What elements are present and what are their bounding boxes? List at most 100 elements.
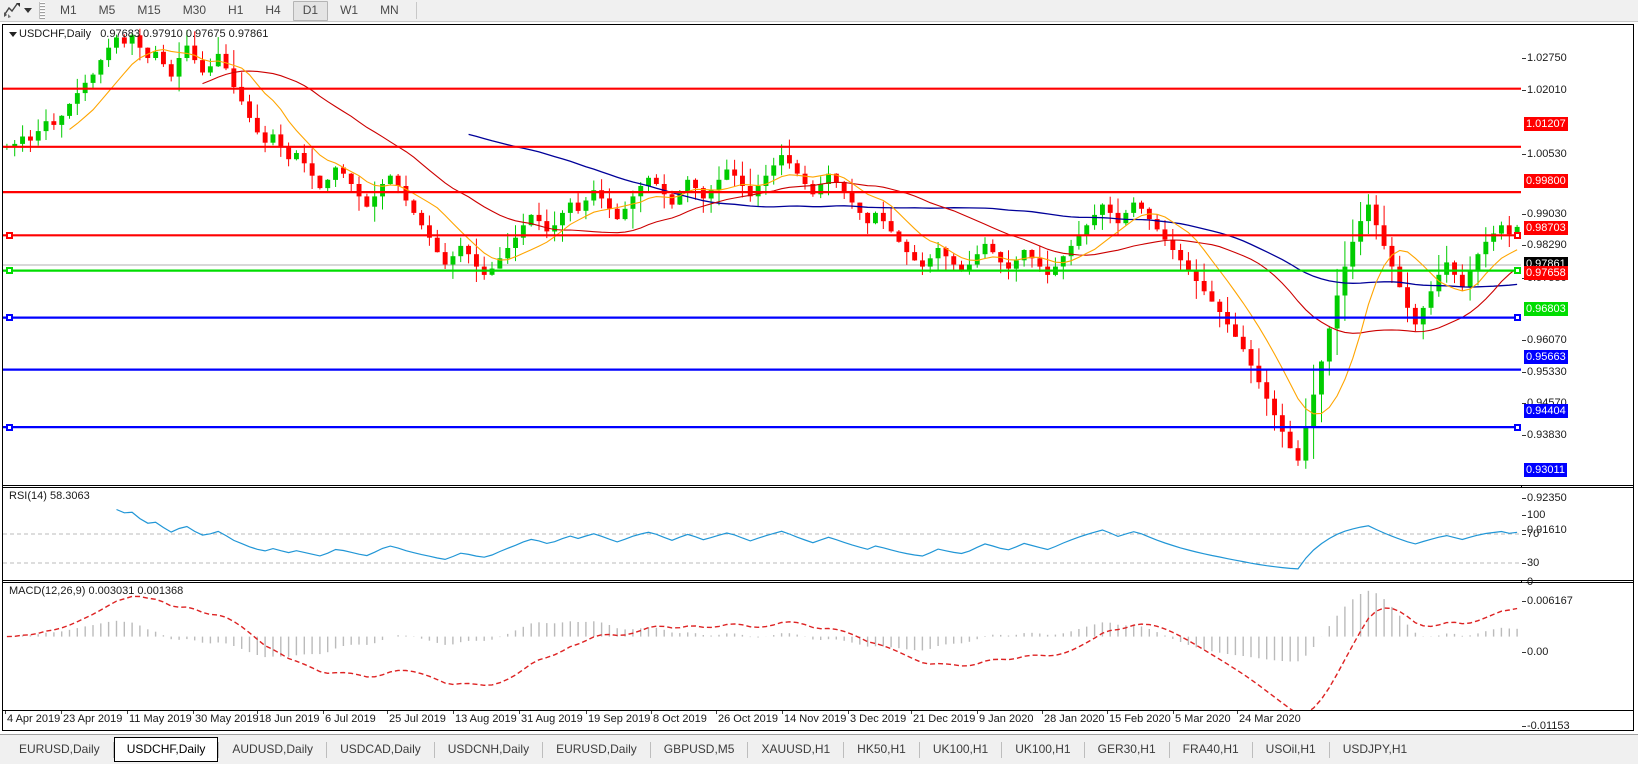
- date-tick-mark: [519, 711, 520, 714]
- timeframe-button-h4[interactable]: H4: [265, 2, 281, 17]
- chart-tab-fra40-h1[interactable]: FRA40,H1: [1182, 742, 1239, 756]
- tab-separator: [542, 741, 544, 758]
- tab-separator: [1083, 741, 1085, 758]
- pane-divider-2b: [3, 582, 1633, 583]
- date-tick-label: 14 Nov 2019: [784, 713, 847, 725]
- date-tick-label: 9 Jan 2020: [979, 713, 1034, 725]
- timeframe-button-mn[interactable]: MN: [380, 2, 399, 17]
- price-candlestick-plot: [3, 28, 1521, 469]
- price-tick-mark: [1522, 403, 1526, 404]
- date-tick-label: 11 May 2019: [129, 713, 192, 725]
- level-handle-blue[interactable]: [6, 423, 13, 431]
- date-tick-mark: [5, 711, 6, 714]
- chart-tab-audusd-daily[interactable]: AUDUSD,Daily: [232, 742, 314, 756]
- date-tick-label: 15 Feb 2020: [1109, 713, 1171, 725]
- chart-tab-xauusd-h1[interactable]: XAUUSD,H1: [761, 742, 831, 756]
- chevron-down-icon[interactable]: [24, 8, 32, 13]
- rsi-tick-mark: [1522, 563, 1526, 564]
- symbol-period-text: USDCHF,Daily: [19, 28, 92, 40]
- indicators-icon-group[interactable]: [0, 0, 37, 21]
- chart-tab-eurusd-daily[interactable]: EURUSD,Daily: [19, 742, 100, 756]
- date-tick-label: 3 Dec 2019: [850, 713, 907, 725]
- date-tick-mark: [1173, 711, 1174, 714]
- date-tick-mark: [651, 711, 652, 714]
- macd-pane[interactable]: MACD(12,26,9) 0.003031 0.001368: [3, 583, 1633, 710]
- price-level-chip-blue[interactable]: 0.95663: [1524, 350, 1568, 364]
- date-tick-label: 28 Jan 2020: [1044, 713, 1105, 725]
- price-tick-label: 0.92350: [1527, 492, 1567, 504]
- chart-collapse-caret-icon[interactable]: [9, 32, 17, 37]
- rsi-pane[interactable]: RSI(14) 58.3063: [3, 488, 1633, 580]
- timeframe-button-w1[interactable]: W1: [340, 2, 359, 17]
- price-level-chip-blue[interactable]: 0.94404: [1524, 404, 1568, 418]
- price-level-chip-green[interactable]: 0.96803: [1524, 302, 1568, 316]
- level-handle-green[interactable]: [6, 267, 13, 275]
- chart-tab-usdjpy-h1[interactable]: USDJPY,H1: [1342, 742, 1408, 756]
- date-tick-mark: [586, 711, 587, 714]
- chart-tab-gbpusd-m5[interactable]: GBPUSD,M5: [663, 742, 735, 756]
- date-tick-label: 26 Oct 2019: [718, 713, 778, 725]
- chart-tab-usdcnh-daily[interactable]: USDCNH,Daily: [447, 742, 530, 756]
- price-tick-label: 1.02010: [1527, 84, 1567, 96]
- toolbar-grip[interactable]: [39, 2, 45, 19]
- timeframe-button-d1[interactable]: D1: [292, 0, 329, 21]
- chart-tab-hk50-h1[interactable]: HK50,H1: [857, 742, 906, 756]
- level-handle-red[interactable]: [1514, 231, 1521, 239]
- price-level-chip-red[interactable]: 0.99800: [1524, 174, 1568, 188]
- date-tick-label: 25 Jul 2019: [389, 713, 446, 725]
- tab-separator: [1001, 741, 1003, 758]
- chart-tab-usdchf-daily[interactable]: USDCHF,Daily: [113, 737, 219, 762]
- price-level-chip-red[interactable]: 1.01207: [1524, 117, 1568, 131]
- date-tick-label: 5 Mar 2020: [1175, 713, 1231, 725]
- chart-tab-uk100-h1[interactable]: UK100,H1: [1015, 742, 1071, 756]
- price-tick-mark: [1522, 245, 1526, 246]
- tab-separator: [1251, 741, 1253, 758]
- rsi-plot: [3, 508, 1521, 570]
- price-tick-mark: [1522, 435, 1526, 436]
- price-level-chip-blue[interactable]: 0.93011: [1524, 463, 1567, 477]
- price-pane[interactable]: USDCHF,Daily 0.97683 0.97910 0.97675 0.9…: [3, 25, 1633, 485]
- level-handle-red[interactable]: [6, 231, 13, 239]
- rsi-tick-label: 70: [1527, 528, 1540, 540]
- price-tick-mark: [1522, 498, 1526, 499]
- price-level-chip-red[interactable]: 0.98703: [1524, 221, 1568, 235]
- timeframe-button-m30[interactable]: M30: [182, 2, 207, 17]
- date-tick-mark: [1042, 711, 1043, 714]
- date-tick-label: 31 Aug 2019: [521, 713, 583, 725]
- macd-tick-label: 0.006167: [1527, 595, 1573, 607]
- timeframe-button-m1[interactable]: M1: [60, 2, 77, 17]
- chart-tab-eurusd-daily[interactable]: EURUSD,Daily: [556, 742, 637, 756]
- chart-tab-usdcad-daily[interactable]: USDCAD,Daily: [340, 742, 421, 756]
- price-tick-label: 0.93830: [1527, 429, 1567, 441]
- price-tick-mark: [1522, 530, 1526, 531]
- chart-tab-usoil-h1[interactable]: USOil,H1: [1265, 742, 1316, 756]
- timeframe-button-m5[interactable]: M5: [98, 2, 116, 17]
- date-tick-label: 21 Dec 2019: [913, 713, 976, 725]
- timeframe-button-m15[interactable]: M15: [137, 2, 161, 17]
- rsi-tick-mark: [1522, 582, 1526, 583]
- timeframe-button-h1[interactable]: H1: [228, 2, 244, 17]
- rsi-tick-label: 0: [1527, 576, 1534, 588]
- date-tick-label: 19 Sep 2019: [588, 713, 651, 725]
- date-tick-mark: [848, 711, 849, 714]
- macd-plot: [6, 590, 1518, 710]
- date-tick-mark: [323, 711, 324, 714]
- toolbar-separator: [415, 2, 417, 19]
- price-tick-label: 0.98290: [1527, 239, 1567, 251]
- indicators-icon[interactable]: [3, 2, 21, 19]
- date-tick-label: 8 Oct 2019: [653, 713, 707, 725]
- date-tick-label: 13 Aug 2019: [455, 713, 517, 725]
- date-tick-mark: [977, 711, 978, 714]
- level-handle-blue[interactable]: [1514, 314, 1521, 322]
- level-handle-blue[interactable]: [6, 314, 13, 322]
- price-level-chip-red[interactable]: 0.97658: [1524, 266, 1568, 280]
- date-tick-mark: [1107, 711, 1108, 714]
- macd-tick-mark: [1522, 601, 1526, 602]
- chart-tab-uk100-h1[interactable]: UK100,H1: [932, 742, 989, 756]
- level-handle-blue[interactable]: [1514, 423, 1521, 431]
- level-handle-green[interactable]: [1514, 267, 1521, 275]
- chart-area[interactable]: USDCHF,Daily 0.97683 0.97910 0.97675 0.9…: [2, 24, 1634, 732]
- price-tick-label: 0.95330: [1527, 366, 1567, 378]
- chart-tab-ger30-h1[interactable]: GER30,H1: [1097, 742, 1156, 756]
